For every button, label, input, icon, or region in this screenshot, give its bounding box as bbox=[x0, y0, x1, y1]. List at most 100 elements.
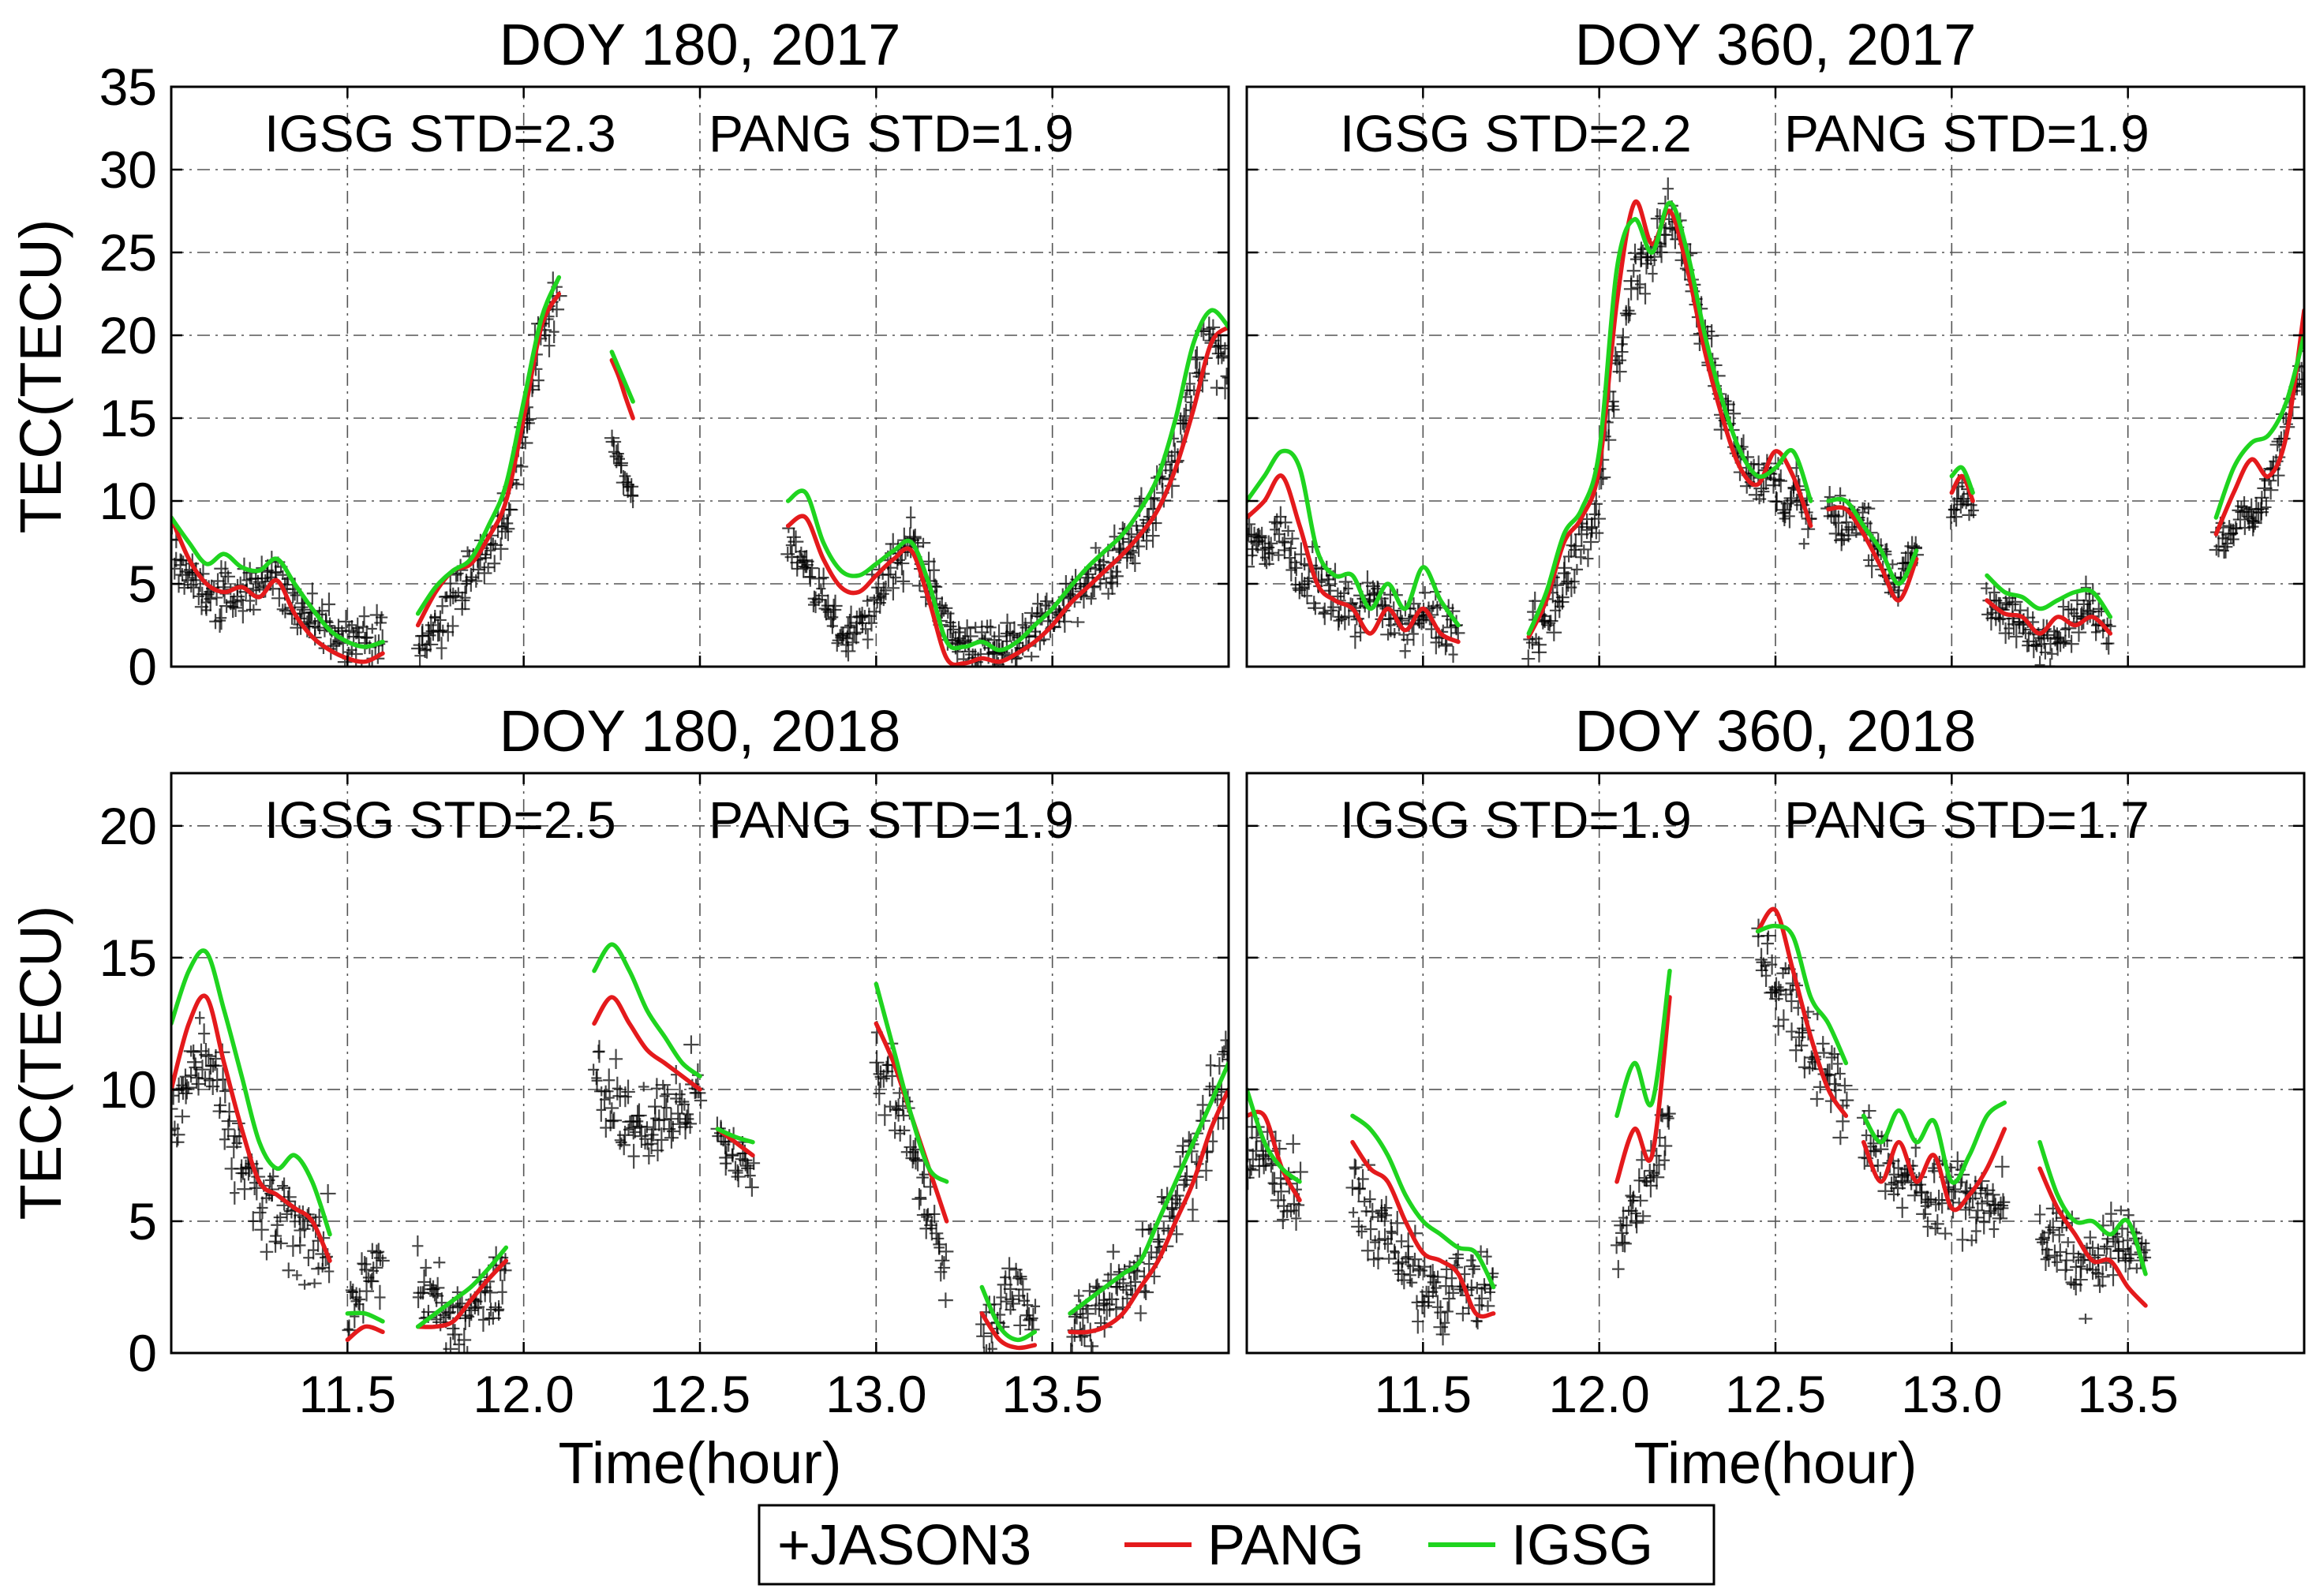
jason3-marker bbox=[213, 608, 226, 634]
jason3-marker bbox=[376, 1254, 390, 1267]
jason3-marker bbox=[1825, 1045, 1839, 1071]
jason3-marker bbox=[346, 620, 357, 630]
jason3-marker bbox=[1220, 368, 1229, 385]
jason3-marker bbox=[1438, 636, 1454, 656]
jason3-marker bbox=[1006, 1296, 1020, 1311]
jason3-marker bbox=[1623, 306, 1637, 322]
jason3-marker bbox=[877, 1069, 890, 1088]
pang-line bbox=[979, 1311, 1038, 1351]
jason3-marker bbox=[609, 1048, 623, 1069]
jason3-marker bbox=[1015, 1280, 1031, 1299]
jason3-marker bbox=[1794, 1039, 1809, 1052]
jason3-marker bbox=[1343, 582, 1353, 595]
jason3-marker bbox=[938, 1243, 954, 1261]
jason3-marker bbox=[886, 575, 900, 601]
jason3-marker bbox=[603, 1068, 615, 1093]
jason3-marker bbox=[847, 626, 862, 642]
y-tick-label: 15 bbox=[99, 389, 157, 447]
jason3-marker bbox=[174, 553, 187, 577]
jason3-marker bbox=[2105, 1202, 2118, 1227]
jason3-marker bbox=[1659, 222, 1673, 248]
jason3-marker bbox=[412, 1286, 425, 1309]
jason3-marker bbox=[818, 599, 832, 619]
jason3-marker bbox=[447, 615, 459, 637]
jason3-marker bbox=[1442, 1301, 1454, 1322]
jason3-marker bbox=[414, 645, 425, 666]
jason3-marker bbox=[1199, 1160, 1213, 1181]
jason3-marker bbox=[621, 473, 633, 492]
pang-std-label: PANG STD=1.9 bbox=[709, 791, 1074, 849]
jason3-marker bbox=[353, 1298, 365, 1310]
jason3-marker bbox=[1995, 1155, 2010, 1178]
jason3-marker bbox=[498, 524, 513, 540]
jason3-marker bbox=[1529, 633, 1543, 645]
jason3-marker bbox=[303, 1249, 314, 1267]
jason3-marker bbox=[1281, 525, 1295, 537]
jason3-marker bbox=[1364, 1190, 1376, 1209]
panel-doy180-2017: 0 5 10 15 20 25 30 35 DOY 180, 2017 IGSG STD=2.… bbox=[8, 12, 1230, 696]
jason3-marker bbox=[916, 1171, 929, 1184]
jason3-marker bbox=[1779, 502, 1791, 524]
jason3-marker bbox=[1607, 402, 1620, 418]
jason3-marker bbox=[1468, 1264, 1480, 1275]
igsg-line bbox=[874, 981, 949, 1184]
jason3-marker bbox=[298, 1220, 311, 1239]
pang-line bbox=[1861, 1127, 2007, 1213]
jason3-marker bbox=[1299, 557, 1310, 571]
y-tick-label: 10 bbox=[99, 472, 157, 530]
jason3-marker bbox=[1399, 643, 1411, 659]
jason3-marker bbox=[171, 557, 181, 580]
pang-line bbox=[2213, 308, 2304, 536]
jason3-marker bbox=[2124, 1247, 2135, 1270]
model-lines bbox=[1247, 199, 2304, 645]
jason3-marker bbox=[352, 617, 364, 639]
jason3-marker bbox=[226, 1135, 242, 1159]
igsg-line bbox=[592, 942, 702, 1078]
jason3-marker bbox=[308, 1240, 319, 1260]
jason3-marker bbox=[1792, 1027, 1806, 1047]
jason3-marker bbox=[1101, 587, 1116, 600]
jason3-marker bbox=[194, 1060, 211, 1080]
jason3-marker bbox=[1003, 1278, 1018, 1300]
jason3-marker bbox=[642, 1147, 656, 1164]
jason3-marker bbox=[984, 619, 997, 636]
jason3-marker bbox=[1485, 1283, 1496, 1302]
x-tick-label: 12.5 bbox=[649, 1365, 750, 1423]
jason3-marker bbox=[1324, 600, 1338, 621]
jason3-marker bbox=[253, 574, 263, 589]
jason3-marker bbox=[1024, 1318, 1040, 1342]
jason3-marker bbox=[1273, 548, 1284, 562]
igsg-line bbox=[1755, 923, 1849, 1066]
jason3-marker bbox=[472, 1298, 485, 1316]
jason3-marker bbox=[1629, 254, 1641, 265]
jason3-marker bbox=[1030, 1299, 1041, 1314]
y-tick-label: 35 bbox=[99, 58, 157, 116]
jason3-marker bbox=[646, 1117, 660, 1142]
jason3-marker bbox=[2054, 1243, 2067, 1261]
jason3-marker bbox=[1798, 538, 1809, 550]
y-tick-label: 5 bbox=[128, 1192, 157, 1250]
jason3-marker bbox=[2076, 1254, 2086, 1278]
jason3-marker bbox=[1218, 377, 1229, 400]
jason3-marker bbox=[1419, 585, 1431, 600]
x-axis-label: Time(hour) bbox=[558, 1430, 841, 1496]
jason3-marker bbox=[731, 1166, 746, 1188]
jason3-marker bbox=[1210, 339, 1222, 355]
jason3-marker bbox=[1981, 1196, 1994, 1207]
jason3-marker bbox=[604, 1090, 615, 1105]
jason3-marker bbox=[1640, 282, 1652, 305]
jason3-marker bbox=[1442, 1286, 1456, 1311]
jason3-marker bbox=[1948, 497, 1961, 522]
jason3-marker bbox=[931, 581, 943, 592]
jason3-marker bbox=[1569, 569, 1580, 594]
pang-line bbox=[1826, 505, 1919, 603]
jason3-marker bbox=[1259, 559, 1274, 570]
jason3-markers bbox=[1247, 918, 2152, 1346]
jason3-marker bbox=[674, 1090, 690, 1114]
axis-ticks bbox=[1247, 85, 2304, 668]
jason3-marker bbox=[256, 1196, 268, 1220]
jason3-marker bbox=[1588, 526, 1604, 540]
igsg-line bbox=[2037, 1139, 2148, 1276]
jason3-marker bbox=[894, 551, 910, 576]
jason3-marker bbox=[959, 619, 975, 637]
